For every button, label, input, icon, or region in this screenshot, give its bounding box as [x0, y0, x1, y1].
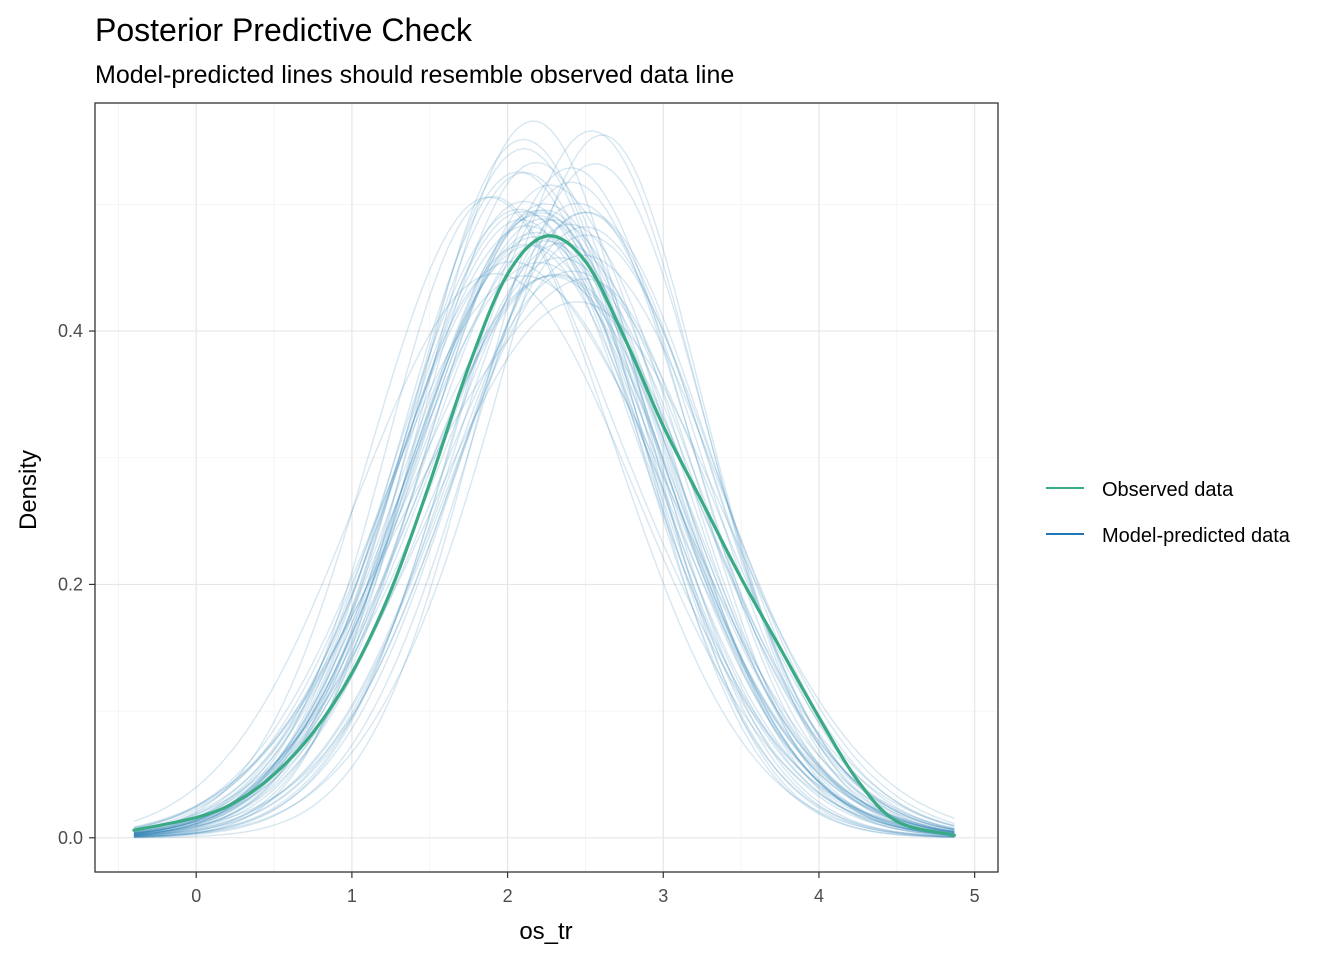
predicted-draw-line [133, 196, 955, 838]
predicted-draw-line [133, 181, 955, 838]
grid-layer [95, 103, 998, 872]
x-tick-label: 4 [814, 886, 824, 906]
predicted-draw-line [133, 171, 955, 838]
y-tick-label: 0.0 [58, 828, 83, 848]
axis-layer: 0 1 2 3 4 5 0.0 0.2 0.4 [58, 321, 980, 906]
predicted-draw-line [133, 209, 955, 834]
predicted-draw-line [133, 166, 955, 838]
chart-subtitle: Model-predicted lines should resemble ob… [95, 61, 735, 89]
y-tick-label: 0.4 [58, 321, 83, 341]
predicted-draw-line [133, 226, 955, 837]
predicted-draw-line [133, 272, 955, 836]
predicted-draw-line [133, 218, 955, 834]
y-axis-title: Density [15, 450, 42, 530]
predicted-draw-line [133, 274, 955, 834]
chart-title: Posterior Predictive Check [95, 12, 473, 48]
predicted-draw-line [133, 231, 955, 835]
predicted-draw-line [133, 278, 955, 836]
predicted-draw-line [133, 211, 955, 835]
predicted-draw-line [133, 240, 955, 834]
predicted-draw-line [133, 273, 955, 833]
predicted-draw-line [133, 270, 955, 834]
predicted-draw-line [133, 256, 955, 835]
predicted-draw-line [133, 242, 955, 836]
predicted-draw-line [133, 171, 955, 838]
observed-line-layer [132, 234, 956, 837]
predicted-draw-line [133, 120, 955, 838]
predicted-draw-line [133, 261, 955, 833]
predicted-draw-line [133, 214, 955, 836]
predicted-draw-line [133, 211, 955, 838]
predicted-draw-line [133, 218, 955, 836]
predicted-draw-line [133, 275, 955, 833]
predicted-draw-line [133, 138, 955, 838]
x-tick-label: 0 [191, 886, 201, 906]
predicted-draw-line [133, 236, 955, 835]
x-tick-label: 5 [970, 886, 980, 906]
predicted-draw-line [133, 275, 955, 834]
predicted-draw-line [133, 134, 955, 838]
predicted-draw-line [133, 210, 955, 836]
predicted-draw-line [133, 234, 955, 837]
predicted-draw-line [133, 225, 955, 837]
observed-data-line [132, 234, 956, 837]
x-tick-label: 2 [503, 886, 513, 906]
predicted-draw-line [133, 202, 955, 837]
x-tick-label: 1 [347, 886, 357, 906]
predicted-lines [133, 120, 955, 839]
predicted-draw-line [133, 243, 955, 836]
panel-border [94, 102, 999, 873]
y-tick-label: 0.2 [58, 574, 83, 594]
predicted-draw-line [133, 184, 955, 837]
predicted-draw-line [133, 260, 955, 836]
predicted-draw-line [133, 161, 955, 838]
predicted-draw-line [133, 202, 955, 837]
predicted-draw-line [133, 200, 955, 837]
predicted-draw-line [133, 130, 955, 839]
x-tick-label: 3 [658, 886, 668, 906]
predicted-draw-line [133, 244, 955, 834]
legend-label-observed: Observed data [1102, 479, 1234, 501]
predicted-draw-line [133, 254, 955, 837]
x-axis-title: os_tr [519, 918, 572, 945]
legend-label-predicted: Model-predicted data [1102, 525, 1291, 547]
legend-item-predicted: Model-predicted data [1046, 525, 1291, 547]
predicted-draw-line [133, 196, 955, 835]
predicted-draw-line [133, 208, 955, 837]
legend-item-observed: Observed data [1046, 479, 1234, 501]
predicted-draw-line [133, 163, 955, 838]
predicted-draw-line [133, 219, 955, 836]
legend: Observed data Model-predicted data [1046, 479, 1291, 547]
